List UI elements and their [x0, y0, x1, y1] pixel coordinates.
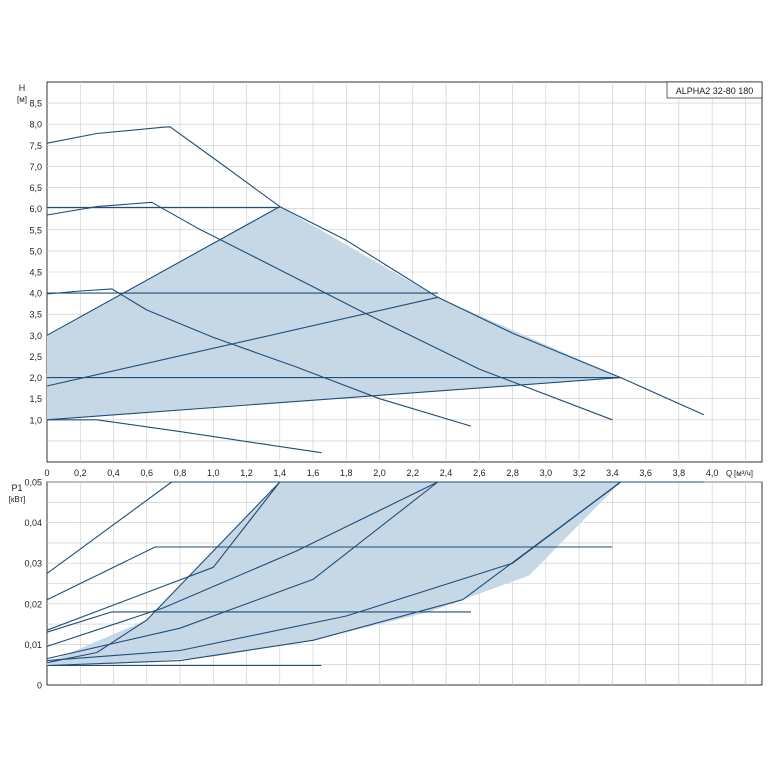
head-x-tick-label: 2,6: [473, 468, 486, 478]
head-curve-2: [46, 201, 613, 421]
power-curve-10: [46, 481, 281, 664]
power-y-tick-label: 0: [37, 681, 42, 691]
power-curve-9: [46, 481, 622, 667]
head-x-tick-label: 3,0: [540, 468, 553, 478]
head-curve-10: [46, 377, 621, 421]
head-x-tick-label: 3,4: [606, 468, 619, 478]
power-curve-1: [46, 481, 704, 631]
model-label: ALPHA2 32-80 180: [676, 86, 754, 96]
head-y-tick-label: 2,5: [29, 352, 42, 362]
power-y-tick-label: 0,05: [24, 478, 42, 488]
head-chart: 0 0,2 0,4 0,6 0,8 1,0 1,2 1,4 1,6 1,8 2,0 2,2 2,4 2,6…: [17, 81, 763, 478]
head-x-tick-label: 2,0: [373, 468, 386, 478]
power-y-axis-unit: [кВт]: [9, 495, 26, 504]
head-x-tick-label: 2,4: [440, 468, 453, 478]
head-y-axis-unit: [м]: [17, 95, 27, 104]
head-y-tick-labels: 1,0 1,5 2,0 2,5 3,0 3,5 4,0 4,5 5,0 5,5 6,0 6,5 7,0 7…: [29, 99, 42, 426]
power-y-tick-label: 0,01: [24, 640, 42, 650]
head-y-tick-label: 4,0: [29, 289, 42, 299]
head-y-tick-label: 8,5: [29, 99, 42, 109]
head-x-axis-label: Q: [726, 469, 732, 478]
head-y-tick-label: 7,0: [29, 162, 42, 172]
power-curve-2: [46, 481, 280, 574]
head-x-tick-label: 3,2: [573, 468, 586, 478]
head-y-tick-label: 4,5: [29, 268, 42, 278]
head-x-tick-labels: 0 0,2 0,4 0,6 0,8 1,0 1,2 1,4 1,6 1,8 2,0 2,2 2,4 2,6…: [44, 468, 718, 478]
head-x-tick-label: 3,8: [673, 468, 686, 478]
power-y-tick-label: 0,04: [24, 518, 42, 528]
head-x-tick-label: 4,0: [706, 468, 719, 478]
head-x-tick-label: 0: [44, 468, 49, 478]
head-curve-3: [46, 288, 472, 427]
head-x-tick-label: 1,6: [307, 468, 320, 478]
head-y-tick-label: 3,5: [29, 310, 42, 320]
head-y-tick-label: 3,0: [29, 331, 42, 341]
power-y-tick-labels: 0 0,01 0,02 0,03 0,04 0,05: [24, 478, 42, 691]
head-x-tick-label: 1,2: [240, 468, 253, 478]
head-x-tick-label: 0,6: [141, 468, 154, 478]
head-y-tick-label: 5,5: [29, 225, 42, 235]
power-operating-range-area: [47, 482, 621, 666]
power-curve-7: [46, 481, 439, 660]
head-y-tick-label: 6,0: [29, 204, 42, 214]
model-label-box: [666, 81, 763, 99]
head-x-tick-label: 2,2: [407, 468, 420, 478]
head-y-tick-label: 1,5: [29, 394, 42, 404]
head-y-tick-label: 5,0: [29, 246, 42, 256]
head-curve-9: [46, 296, 438, 387]
head-x-tick-label: 1,4: [274, 468, 287, 478]
head-y-tick-label: 7,5: [29, 141, 42, 151]
head-x-tick-label: 1,0: [207, 468, 220, 478]
head-y-tick-label: 1,0: [29, 415, 42, 425]
head-x-tick-label: 2,8: [506, 468, 519, 478]
power-curve-6: [46, 481, 439, 647]
head-y-tick-label: 2,0: [29, 373, 42, 383]
head-x-tick-label: 1,8: [340, 468, 353, 478]
power-y-tick-label: 0,03: [24, 559, 42, 569]
power-y-tick-label: 0,02: [24, 599, 42, 609]
power-y-axis-label: P1: [11, 483, 22, 493]
head-curves: [46, 126, 705, 454]
power-curve-4: [46, 611, 471, 633]
power-curve-3: [46, 546, 613, 601]
power-curves: [46, 481, 704, 667]
power-chart: 0 0,01 0,02 0,03 0,04 0,05 P1 [кВт]: [9, 478, 763, 691]
head-x-tick-label: 3,6: [639, 468, 652, 478]
head-y-axis-label: H: [19, 83, 26, 93]
head-x-axis-unit: [м³/ч]: [734, 469, 753, 478]
head-curve-8: [46, 206, 281, 336]
head-x-tick-label: 0,2: [74, 468, 87, 478]
head-y-tick-label: 6,5: [29, 183, 42, 193]
head-curve-4: [47, 419, 322, 454]
head-x-tick-label: 0,8: [174, 468, 187, 478]
head-y-tick-label: 8,0: [29, 120, 42, 130]
head-x-tick-label: 0,4: [107, 468, 120, 478]
head-operating-range-area: [47, 206, 621, 420]
